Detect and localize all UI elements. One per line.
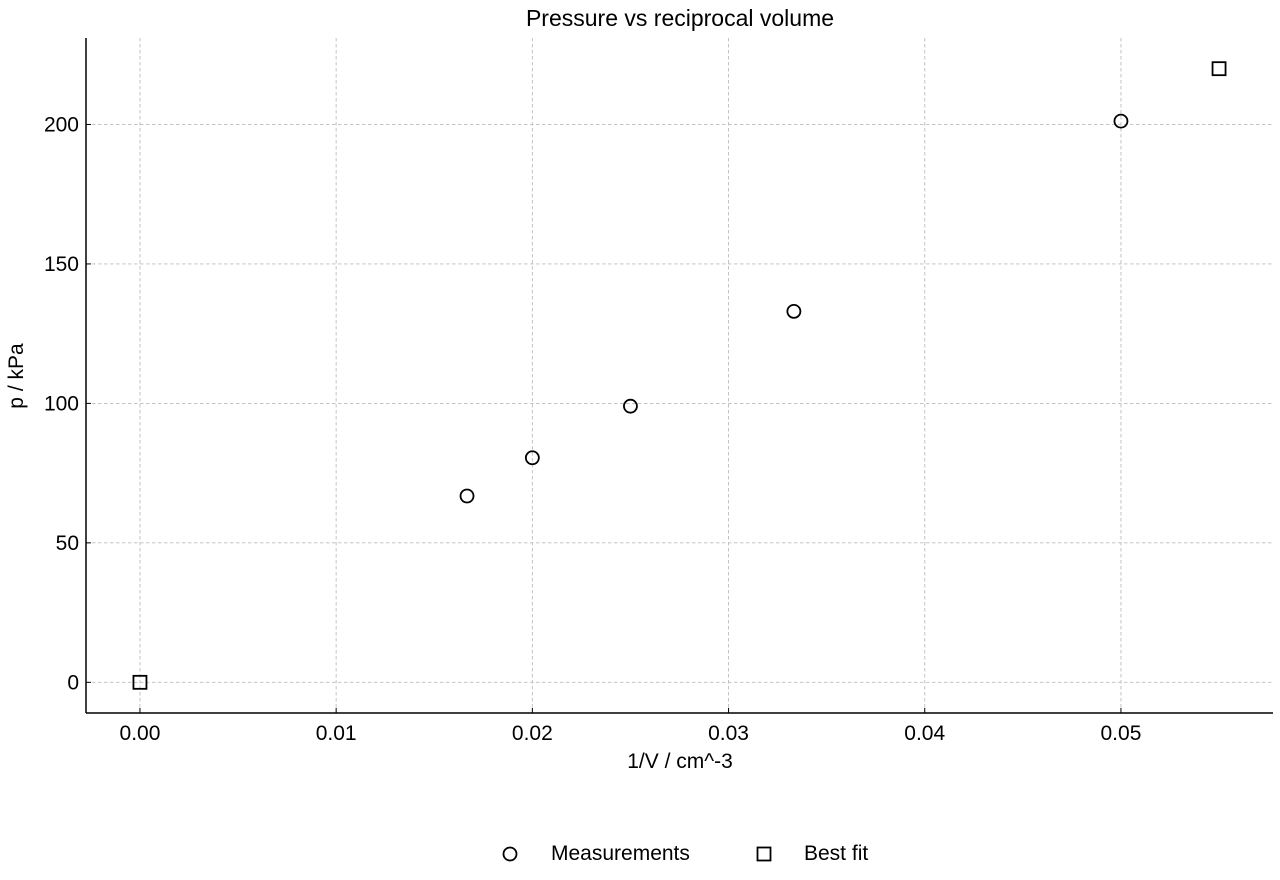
x-tick-label: 0.03 (708, 722, 749, 745)
y-tick-label: 200 (44, 113, 79, 136)
measurements-point (1113, 113, 1129, 129)
x-tick-label: 0.00 (120, 722, 161, 745)
measurements-point (623, 398, 638, 414)
legend-label-best-fit: Best fit (804, 842, 868, 865)
grid (86, 38, 1273, 713)
x-tick-label: 0.04 (904, 722, 945, 745)
y-tick-label: 150 (44, 253, 79, 276)
y-axis-label: p / kPa (5, 343, 28, 409)
measurements-point (459, 488, 475, 504)
chart-title: Pressure vs reciprocal volume (526, 5, 834, 31)
measurements-point (786, 303, 802, 319)
x-axis-label: 1/V / cm^-3 (627, 750, 733, 773)
legend-marker-best-fit (756, 846, 772, 862)
y-tick-label: 0 (67, 671, 79, 694)
axes (85, 38, 1273, 714)
x-tick-label: 0.05 (1101, 722, 1142, 745)
x-tick-label: 0.02 (512, 722, 553, 745)
best-fit-point (1211, 61, 1227, 77)
data-points (132, 61, 1227, 690)
legend: Measurements Best fit (502, 842, 868, 865)
y-tick-label: 100 (44, 392, 79, 415)
x-tick-label: 0.01 (316, 722, 357, 745)
measurements-point (524, 450, 540, 466)
ticks: 0.00 0.01 0.02 0.03 0.04 0.05 0 50 100 150 200 (44, 113, 1141, 745)
y-tick-label: 50 (56, 532, 79, 555)
legend-label-measurements: Measurements (551, 842, 690, 865)
legend-marker-measurements (502, 846, 518, 862)
best-fit-point (132, 674, 148, 690)
